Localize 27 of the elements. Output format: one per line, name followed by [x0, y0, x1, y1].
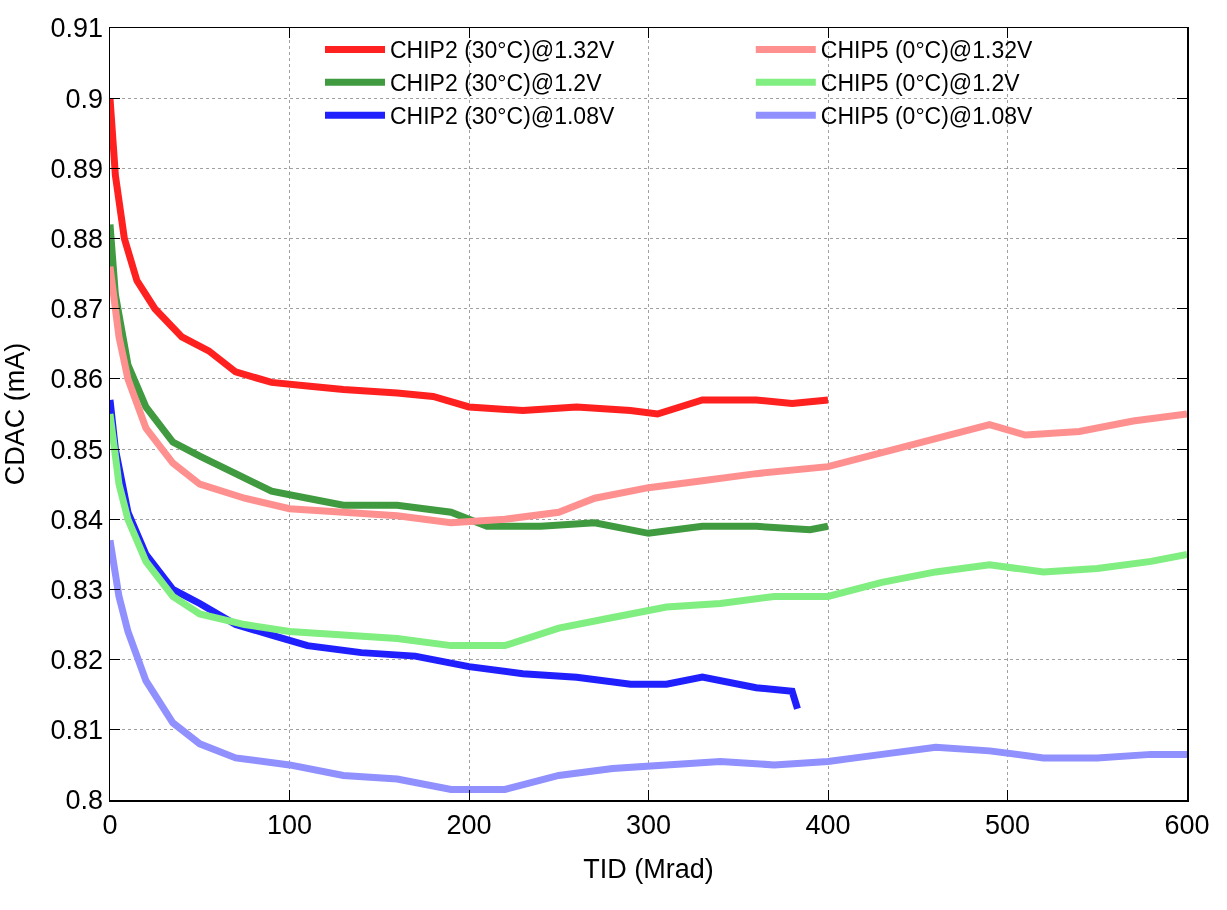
legend-label: CHIP2 (30°C)@1.2V	[390, 70, 603, 97]
y-tick-label: 0.89	[50, 153, 104, 184]
y-tick-label: 0.83	[50, 574, 104, 605]
legend-label: CHIP2 (30°C)@1.32V	[390, 37, 615, 64]
y-tick-label: 0.86	[50, 364, 104, 395]
x-axis-title: TID (Mrad)	[583, 854, 714, 885]
y-tick-label: 0.85	[50, 434, 104, 465]
x-tick-label: 500	[984, 809, 1031, 840]
y-tick-label: 0.82	[50, 645, 104, 676]
legend-label: CHIP5 (0°C)@1.2V	[820, 70, 1021, 97]
y-tick-label: 0.81	[50, 715, 104, 746]
y-tick-label: 0.8	[65, 785, 104, 816]
y-axis-title: CDAC (mA)	[0, 342, 30, 486]
y-tick-label: 0.9	[65, 83, 104, 114]
legend-label: CHIP2 (30°C)@1.08V	[390, 103, 615, 130]
legend-label: CHIP5 (0°C)@1.32V	[820, 37, 1033, 64]
y-tick-label: 0.91	[50, 13, 104, 44]
y-tick-label: 0.84	[50, 504, 104, 535]
x-tick-label: 200	[446, 809, 492, 840]
x-tick-label: 600	[1164, 809, 1210, 840]
x-tick-label: 0	[102, 809, 118, 840]
x-tick-label: 300	[625, 809, 672, 840]
x-tick-label: 400	[805, 809, 851, 840]
x-tick-label: 100	[266, 809, 313, 840]
y-tick-label: 0.88	[50, 224, 104, 254]
y-tick-label: 0.87	[50, 294, 104, 325]
legend-label: CHIP5 (0°C)@1.08V	[820, 103, 1033, 130]
